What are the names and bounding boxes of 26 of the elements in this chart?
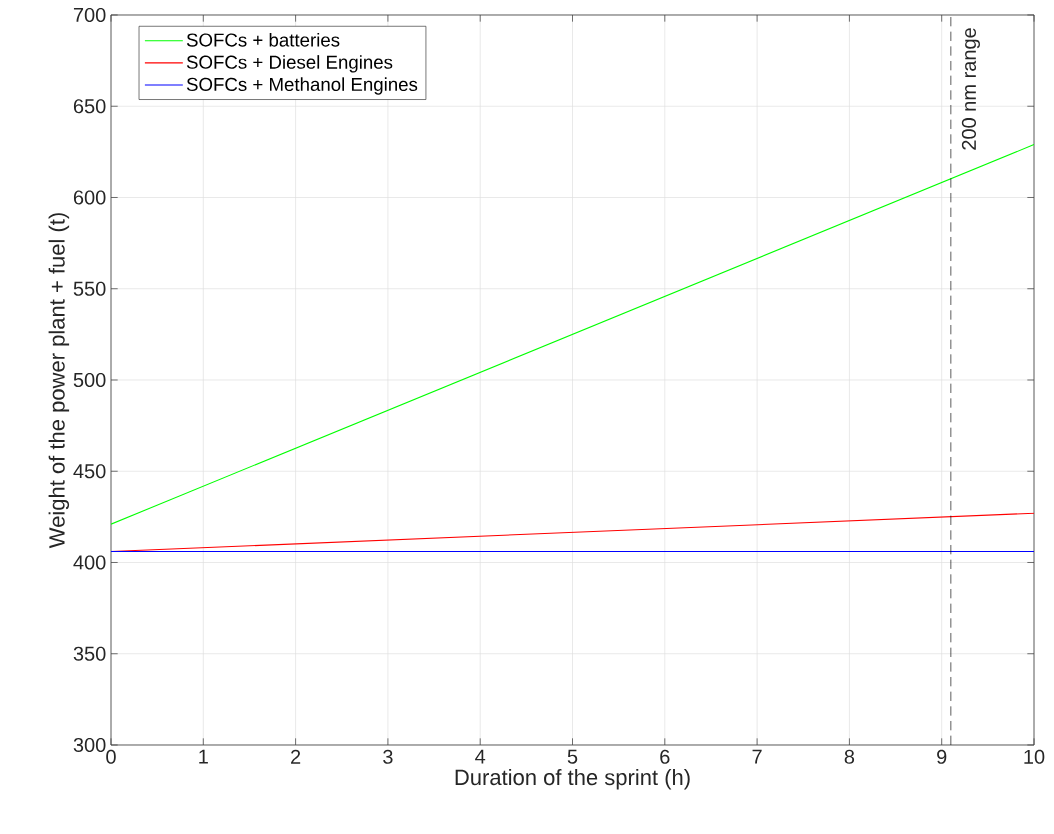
y-tick-label: 600 <box>73 190 106 205</box>
x-tick-label: 9 <box>937 749 947 764</box>
y-tick-label: 450 <box>73 464 106 479</box>
y-tick-label: 550 <box>73 281 106 296</box>
ref-line-label: 200 nm range <box>961 28 980 150</box>
x-axis-title: Duration of the sprint (h) <box>455 769 690 790</box>
y-tick-label: 300 <box>73 737 106 753</box>
y-axis-title: Weight of the power plant + fuel (t) <box>48 213 70 549</box>
x-tick-label: 6 <box>660 749 670 764</box>
x-tick-label: 2 <box>291 749 301 764</box>
legend-label: SOFCs + batteries <box>186 32 340 47</box>
legend-label: SOFCs + Methanol Engines <box>186 77 418 95</box>
x-tick-label: 10 <box>1024 749 1045 764</box>
y-tick-label: 350 <box>73 646 106 661</box>
x-tick-label: 4 <box>475 749 486 764</box>
y-tick-label: 700 <box>73 7 106 23</box>
x-tick-label: 7 <box>752 749 762 764</box>
x-tick-label: 5 <box>567 749 578 764</box>
legend-label: SOFCs + Diesel Engines <box>186 55 393 73</box>
x-tick-label: 8 <box>844 749 855 764</box>
x-tick-label: 0 <box>106 749 116 764</box>
x-tick-label: 3 <box>383 749 393 764</box>
x-tick-label: 1 <box>199 749 208 764</box>
y-tick-label: 650 <box>73 99 106 114</box>
y-tick-label: 400 <box>73 555 106 570</box>
y-tick-label: 500 <box>73 372 106 388</box>
